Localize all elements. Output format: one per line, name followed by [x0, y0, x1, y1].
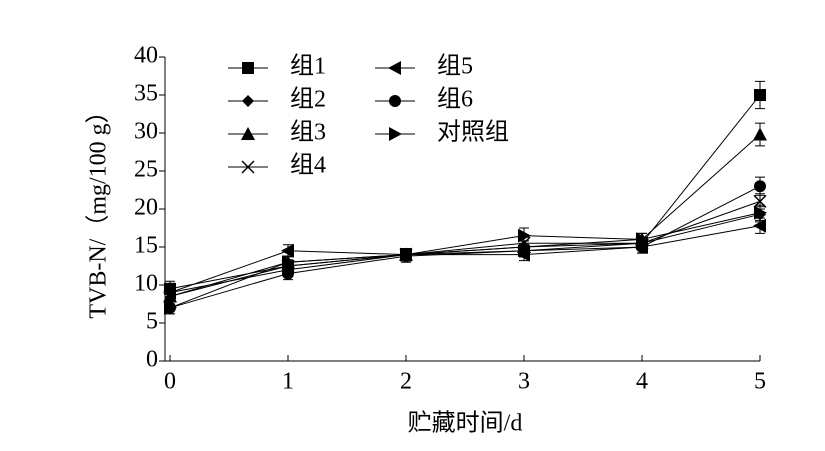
y-tick-label: 25: [134, 157, 158, 183]
legend-label: 组1: [290, 53, 326, 80]
marker: [242, 62, 254, 74]
y-tick-label: 40: [134, 43, 158, 69]
marker: [164, 300, 177, 315]
marker: [754, 180, 766, 193]
x-tick-label: 3: [518, 369, 530, 395]
marker: [753, 127, 767, 141]
marker: [282, 255, 295, 270]
x-tick-label: 1: [282, 369, 294, 395]
legend-label: 组3: [290, 119, 326, 146]
x-axis-label: 贮藏时间/d: [408, 410, 523, 437]
marker: [636, 232, 649, 247]
y-tick-label: 20: [134, 195, 158, 221]
marker: [400, 247, 413, 262]
marker: [282, 267, 294, 280]
marker: [754, 89, 766, 101]
y-tick-label: 30: [134, 119, 158, 145]
series-line: [169, 134, 761, 297]
legend-label: 组4: [290, 152, 326, 179]
series-line: [169, 200, 761, 297]
legend-label: 对照组: [437, 119, 509, 146]
marker: [388, 61, 401, 75]
marker: [281, 243, 294, 258]
marker: [242, 95, 254, 107]
legend-label: 组2: [290, 86, 326, 113]
marker: [389, 127, 402, 141]
series-line: [169, 212, 761, 309]
marker: [753, 218, 766, 233]
y-tick-label: 15: [134, 233, 158, 259]
y-tick-label: 10: [134, 271, 158, 297]
marker: [518, 228, 531, 243]
marker: [389, 95, 401, 107]
legend-label: 组6: [437, 86, 473, 113]
x-tick-label: 4: [636, 369, 648, 395]
series-line: [169, 225, 761, 294]
y-tick-label: 0: [146, 347, 158, 373]
marker: [518, 244, 530, 257]
x-tick-label: 2: [400, 369, 412, 395]
y-tick-label: 35: [134, 81, 158, 107]
marker: [754, 205, 767, 220]
y-tick-label: 5: [146, 309, 158, 335]
y-axis-label: TVB-N/（mg/100 g）: [86, 99, 112, 318]
x-tick-label: 5: [754, 369, 766, 395]
x-tick-label: 0: [164, 369, 176, 395]
legend-label: 组5: [437, 53, 473, 80]
series-line: [169, 185, 761, 309]
marker: [163, 285, 176, 300]
marker: [241, 127, 255, 140]
marker: [241, 160, 255, 174]
